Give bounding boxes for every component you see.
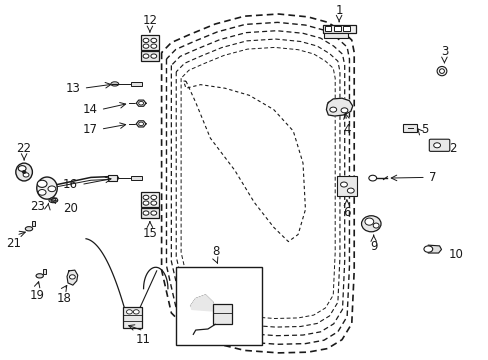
Ellipse shape <box>436 67 446 76</box>
Circle shape <box>48 186 56 192</box>
Circle shape <box>340 182 346 187</box>
Text: 7: 7 <box>428 171 435 184</box>
Circle shape <box>69 275 75 279</box>
Text: 17: 17 <box>82 123 97 136</box>
Circle shape <box>151 54 157 58</box>
Bar <box>324 33 347 38</box>
Circle shape <box>151 195 157 199</box>
Bar <box>108 175 117 181</box>
Circle shape <box>23 173 29 177</box>
Bar <box>32 221 35 226</box>
Polygon shape <box>326 98 352 116</box>
Circle shape <box>340 108 347 113</box>
Circle shape <box>126 310 132 314</box>
Text: 16: 16 <box>62 178 78 191</box>
Circle shape <box>139 122 143 126</box>
FancyBboxPatch shape <box>428 139 449 151</box>
Polygon shape <box>190 295 215 311</box>
Bar <box>131 82 142 86</box>
Circle shape <box>37 180 47 187</box>
Circle shape <box>133 310 139 314</box>
Bar <box>403 124 416 132</box>
Bar <box>343 26 349 31</box>
Ellipse shape <box>37 177 57 199</box>
Circle shape <box>151 201 157 205</box>
Circle shape <box>151 38 157 42</box>
Polygon shape <box>136 121 146 127</box>
Ellipse shape <box>111 176 119 180</box>
Circle shape <box>18 166 26 171</box>
Text: 21: 21 <box>6 237 21 250</box>
Circle shape <box>38 189 46 195</box>
Text: 20: 20 <box>63 202 78 215</box>
Text: 8: 8 <box>212 245 220 258</box>
Ellipse shape <box>49 198 58 203</box>
Text: 23: 23 <box>30 200 44 213</box>
Circle shape <box>329 107 336 112</box>
Bar <box>141 35 158 50</box>
Bar <box>122 307 142 328</box>
Bar <box>43 269 46 274</box>
Ellipse shape <box>16 163 32 181</box>
Text: 15: 15 <box>142 227 157 240</box>
Bar <box>325 26 330 31</box>
Bar <box>333 26 340 31</box>
Text: 9: 9 <box>369 240 377 253</box>
Text: 1: 1 <box>335 4 342 17</box>
Text: 2: 2 <box>448 142 456 156</box>
Text: 13: 13 <box>66 82 81 95</box>
Text: 3: 3 <box>440 45 447 58</box>
Text: 19: 19 <box>30 289 45 302</box>
Text: 5: 5 <box>420 123 427 136</box>
Ellipse shape <box>111 82 119 86</box>
Circle shape <box>143 54 149 58</box>
Circle shape <box>151 44 157 48</box>
Bar <box>176 266 261 345</box>
Ellipse shape <box>36 274 43 278</box>
Bar <box>141 51 158 61</box>
Bar <box>131 176 142 180</box>
Text: 14: 14 <box>82 103 97 116</box>
Bar <box>141 208 158 218</box>
Circle shape <box>143 195 149 199</box>
Circle shape <box>143 38 149 42</box>
Bar <box>336 176 356 196</box>
Polygon shape <box>427 245 441 253</box>
Text: 4: 4 <box>343 123 350 136</box>
Ellipse shape <box>361 216 380 232</box>
Circle shape <box>433 143 440 148</box>
Ellipse shape <box>372 223 378 228</box>
Text: 12: 12 <box>142 14 157 27</box>
Circle shape <box>139 102 143 105</box>
Text: 18: 18 <box>57 292 71 305</box>
Text: 6: 6 <box>343 206 350 219</box>
Bar <box>212 304 232 324</box>
Ellipse shape <box>439 69 444 73</box>
Text: 11: 11 <box>136 333 151 346</box>
Text: 10: 10 <box>447 248 462 261</box>
Circle shape <box>51 198 56 202</box>
Polygon shape <box>136 100 146 106</box>
Circle shape <box>346 188 353 193</box>
Circle shape <box>143 211 149 215</box>
Bar <box>322 25 355 32</box>
Circle shape <box>143 44 149 48</box>
Circle shape <box>22 171 26 174</box>
Ellipse shape <box>364 218 373 225</box>
Ellipse shape <box>25 226 33 231</box>
Bar <box>141 192 158 207</box>
Circle shape <box>151 211 157 215</box>
Circle shape <box>143 201 149 205</box>
Polygon shape <box>67 270 78 285</box>
Circle shape <box>368 175 376 181</box>
Text: 22: 22 <box>17 142 32 155</box>
Circle shape <box>423 246 432 252</box>
